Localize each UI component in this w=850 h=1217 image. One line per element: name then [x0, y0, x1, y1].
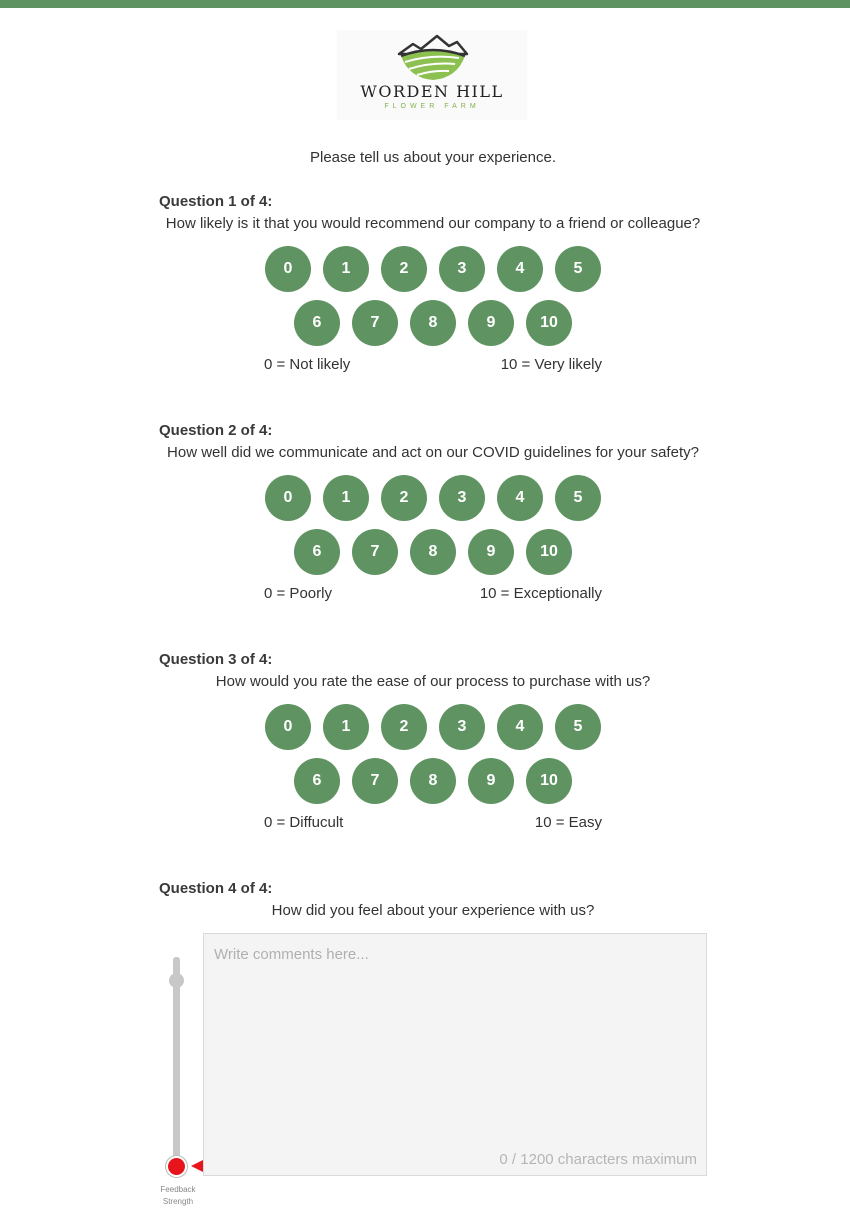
q3-option-2[interactable]: 2 [381, 704, 427, 750]
q1-option-6[interactable]: 6 [294, 300, 340, 346]
brand-name: WORDEN HILL [360, 82, 504, 101]
question-3-scale-row-2: 6 7 8 9 10 [0, 758, 850, 804]
q2-option-2[interactable]: 2 [381, 475, 427, 521]
q1-option-9[interactable]: 9 [468, 300, 514, 346]
q3-option-6[interactable]: 6 [294, 758, 340, 804]
q2-option-8[interactable]: 8 [410, 529, 456, 575]
brand-subtitle: FLOWER FARM [384, 103, 480, 110]
feedback-strength-slider-handle[interactable] [168, 1158, 185, 1175]
q3-option-7[interactable]: 7 [352, 758, 398, 804]
top-accent-bar [0, 0, 850, 8]
q3-option-0[interactable]: 0 [265, 704, 311, 750]
q2-option-9[interactable]: 9 [468, 529, 514, 575]
question-2-number: Question 2 of 4: [159, 422, 273, 439]
question-3-high-label: 10 = Easy [534, 814, 602, 831]
q3-option-1[interactable]: 1 [323, 704, 369, 750]
question-2-scale-row-2: 6 7 8 9 10 [0, 529, 850, 575]
brand-logo: WORDEN HILL FLOWER FARM [337, 30, 527, 120]
q1-option-8[interactable]: 8 [410, 300, 456, 346]
q3-option-10[interactable]: 10 [526, 758, 572, 804]
q1-option-3[interactable]: 3 [439, 246, 485, 292]
q3-option-5[interactable]: 5 [555, 704, 601, 750]
q1-option-4[interactable]: 4 [497, 246, 543, 292]
question-2-text: How well did we communicate and act on o… [167, 444, 699, 461]
q1-option-0[interactable]: 0 [265, 246, 311, 292]
q2-option-7[interactable]: 7 [352, 529, 398, 575]
feedback-strength-slider-track[interactable] [173, 957, 180, 1167]
question-4-text: How did you feel about your experience w… [271, 902, 595, 919]
q2-option-4[interactable]: 4 [497, 475, 543, 521]
mountain-field-logo-icon [397, 34, 469, 80]
q1-option-1[interactable]: 1 [323, 246, 369, 292]
question-3-text: How would you rate the ease of our proce… [215, 673, 651, 690]
q1-option-7[interactable]: 7 [352, 300, 398, 346]
question-2-high-label: 10 = Exceptionally [479, 585, 602, 602]
caption-line-2: Strength [162, 1197, 194, 1206]
question-4-number: Question 4 of 4: [159, 880, 273, 897]
slider-pointer-arrow-icon [191, 1160, 203, 1172]
q3-option-9[interactable]: 9 [468, 758, 514, 804]
q3-option-3[interactable]: 3 [439, 704, 485, 750]
q2-option-10[interactable]: 10 [526, 529, 572, 575]
q2-option-6[interactable]: 6 [294, 529, 340, 575]
q1-option-2[interactable]: 2 [381, 246, 427, 292]
question-1-number: Question 1 of 4: [159, 193, 273, 210]
question-1-low-label: 0 = Not likely [264, 356, 351, 373]
comments-textarea[interactable] [203, 933, 707, 1176]
question-2-low-label: 0 = Poorly [264, 585, 332, 602]
question-3-low-label: 0 = Diffucult [264, 814, 344, 831]
question-3-number: Question 3 of 4: [159, 651, 273, 668]
question-3-scale-row-1: 0 1 2 3 4 5 [0, 704, 850, 750]
q2-option-0[interactable]: 0 [265, 475, 311, 521]
feedback-strength-slider-top-knob[interactable] [169, 973, 184, 988]
question-2-scale-row-1: 0 1 2 3 4 5 [0, 475, 850, 521]
question-1-high-label: 10 = Very likely [500, 356, 602, 373]
feedback-strength-caption: Feedback Strength [148, 1184, 208, 1208]
caption-line-1: Feedback [160, 1185, 196, 1194]
q1-option-5[interactable]: 5 [555, 246, 601, 292]
q3-option-4[interactable]: 4 [497, 704, 543, 750]
q2-option-5[interactable]: 5 [555, 475, 601, 521]
q2-option-1[interactable]: 1 [323, 475, 369, 521]
question-1-text: How likely is it that you would recommen… [165, 215, 701, 232]
q1-option-10[interactable]: 10 [526, 300, 572, 346]
question-1-scale-row-1: 0 1 2 3 4 5 [0, 246, 850, 292]
q2-option-3[interactable]: 3 [439, 475, 485, 521]
intro-text: Please tell us about your experience. [310, 149, 556, 166]
character-counter: 0 / 1200 characters maximum [499, 1151, 697, 1168]
question-1-scale-row-2: 6 7 8 9 10 [0, 300, 850, 346]
q3-option-8[interactable]: 8 [410, 758, 456, 804]
